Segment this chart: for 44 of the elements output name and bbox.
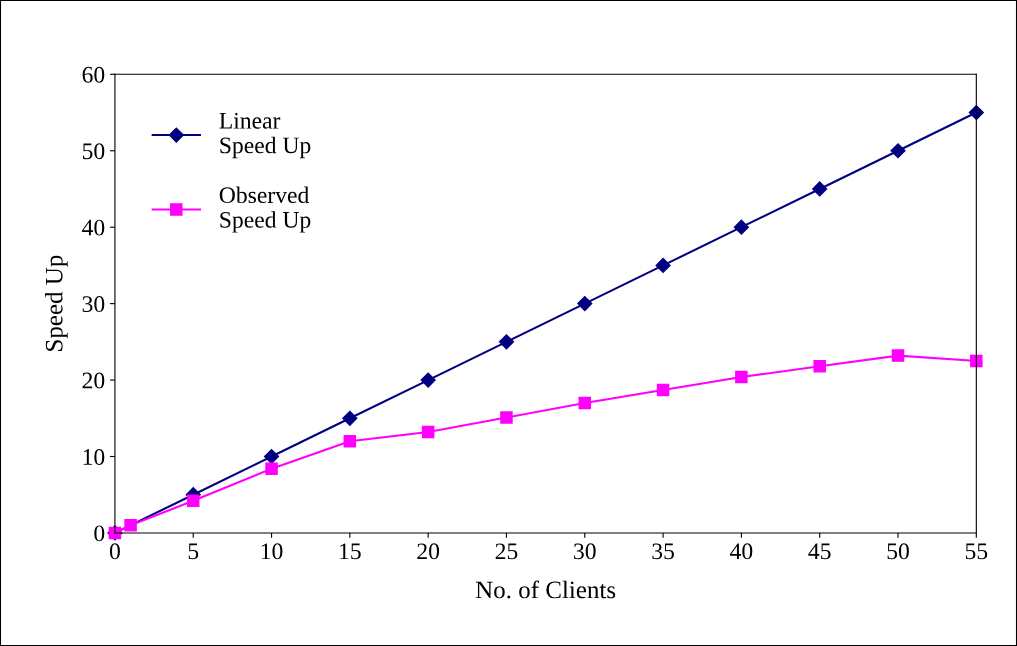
point [970, 354, 983, 368]
x-axis-title: No. of Clients [475, 580, 616, 599]
point [656, 383, 670, 397]
point [968, 104, 984, 121]
x-tick-label: 0 [109, 543, 120, 560]
point [420, 372, 436, 388]
point [813, 360, 826, 373]
point [655, 257, 671, 273]
x-tick-label: 30 [574, 543, 596, 560]
y-tick-label: 0 [94, 525, 105, 542]
x-tick-label: 5 [188, 543, 199, 560]
x-tick-label: 40 [730, 543, 753, 560]
y-tick-label: 60 [82, 66, 105, 83]
x-tick-label: 20 [417, 543, 440, 560]
point [186, 494, 200, 508]
point [421, 425, 435, 439]
point [265, 462, 278, 475]
point [498, 334, 515, 350]
x-tick-label: 10 [261, 543, 283, 560]
x-tick-label: 35 [652, 543, 674, 560]
x-tick-label: 45 [808, 543, 831, 560]
point [124, 519, 137, 532]
y-tick-label: 30 [82, 296, 105, 313]
x-tick-label: 15 [340, 543, 361, 560]
y-tick-label: 10 [83, 449, 105, 465]
x-tick-label: 25 [495, 543, 518, 560]
legend-label: Observed Speed Up [219, 186, 311, 233]
point [343, 434, 357, 448]
y-tick-label: 50 [82, 143, 105, 160]
x-tick-label: 55 [965, 543, 988, 560]
y-tick-label: 20 [82, 372, 105, 389]
point [500, 411, 513, 424]
x-tick-label: 50 [887, 543, 909, 560]
point [812, 181, 828, 197]
legend-label: Linear Speed Up [219, 112, 311, 159]
y-axis-title: Speed Up [45, 255, 68, 351]
point [733, 219, 749, 235]
point [891, 349, 905, 362]
point [890, 143, 906, 159]
point [578, 396, 592, 410]
point [735, 370, 748, 384]
point [577, 296, 593, 312]
point [342, 410, 358, 426]
y-tick-label: 40 [82, 219, 105, 236]
